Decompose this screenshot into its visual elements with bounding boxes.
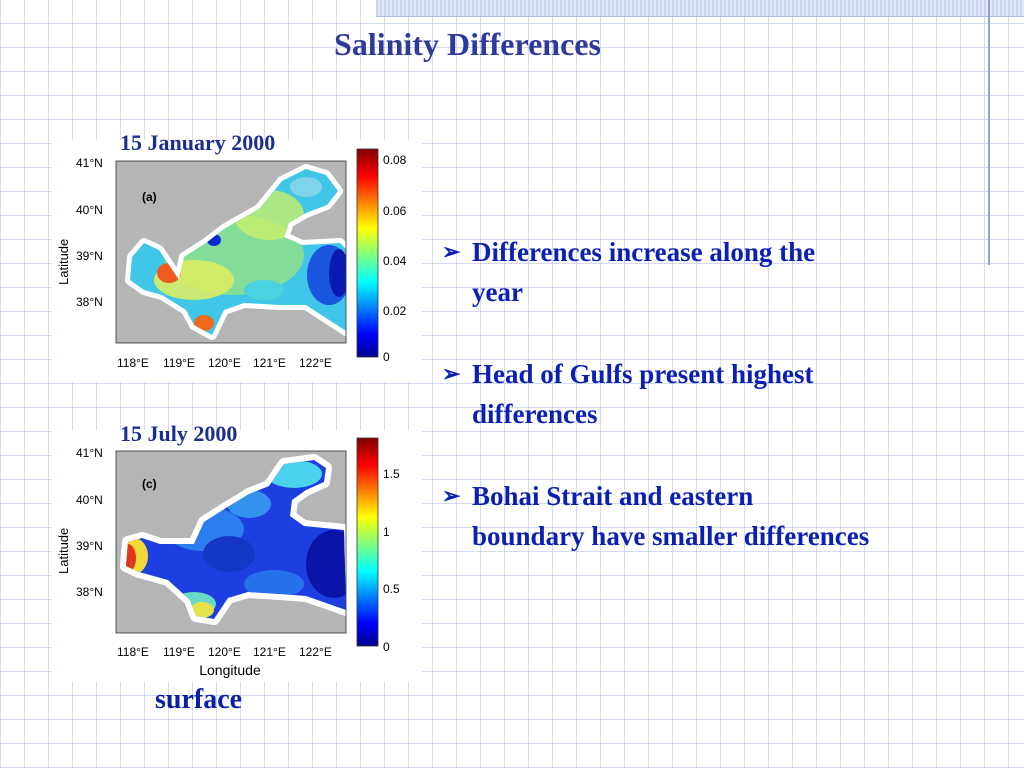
lon-tick: 122°E bbox=[299, 645, 332, 659]
bullet-item: ➢ Differences increase along the year bbox=[442, 232, 872, 312]
lat-ticks-c: 41°N 40°N 39°N 38°N bbox=[76, 446, 103, 599]
bullet-text: Bohai Strait and eastern boundary have s… bbox=[472, 481, 870, 551]
lat-tick: 41°N bbox=[76, 446, 103, 460]
lat-ticks-a: 41°N 40°N 39°N 38°N bbox=[76, 156, 103, 309]
decorative-top-band bbox=[376, 0, 1024, 17]
colorbar-tick: 0.5 bbox=[383, 582, 400, 596]
decorative-right-rule bbox=[988, 0, 990, 265]
lon-tick: 120°E bbox=[208, 356, 241, 370]
colorbar-tick: 0.04 bbox=[383, 254, 407, 268]
colorbar-ticks-a: 0.08 0.06 0.04 0.02 0 bbox=[383, 153, 407, 364]
lat-tick: 38°N bbox=[76, 585, 103, 599]
colorbar-tick: 1 bbox=[383, 525, 390, 539]
lon-tick: 119°E bbox=[163, 645, 195, 659]
lon-tick: 121°E bbox=[253, 356, 286, 370]
colorbar-tick: 0.02 bbox=[383, 304, 407, 318]
bullet-item: ➢ Head of Gulfs present highest differen… bbox=[442, 354, 872, 434]
y-axis-label-a: Latitude bbox=[56, 239, 71, 285]
colorbar-tick: 0 bbox=[383, 640, 390, 654]
colorbar-tick: 1.5 bbox=[383, 467, 400, 481]
x-axis-label-c: Longitude bbox=[199, 662, 261, 678]
lat-tick: 39°N bbox=[76, 249, 103, 263]
lon-tick: 119°E bbox=[163, 356, 195, 370]
panel-a-label: (a) bbox=[142, 190, 157, 204]
surface-label: surface bbox=[155, 684, 243, 715]
lon-tick: 122°E bbox=[299, 356, 332, 370]
map-frame-a bbox=[115, 160, 347, 344]
arrow-bullet-icon: ➢ bbox=[442, 483, 461, 508]
lon-tick: 118°E bbox=[117, 645, 149, 659]
colorbar-c bbox=[356, 437, 379, 647]
arrow-bullet-icon: ➢ bbox=[442, 239, 461, 264]
salinity-map-a: (a) 41°N 40°N 39°N 38°N Latitude 118°E 1… bbox=[56, 148, 407, 370]
colorbar-a bbox=[356, 148, 379, 358]
y-axis-label-c: Latitude bbox=[56, 528, 71, 574]
arrow-bullet-icon: ➢ bbox=[442, 361, 461, 386]
colorbar-tick: 0.08 bbox=[383, 153, 407, 167]
salinity-map-c: (c) 41°N 40°N 39°N 38°N Latitude 118°E 1… bbox=[56, 437, 400, 678]
colorbar-ticks-c: 1.5 1 0.5 0 bbox=[383, 467, 400, 654]
lon-ticks-a: 118°E 119°E 120°E 121°E 122°E bbox=[117, 356, 332, 370]
lat-tick: 40°N bbox=[76, 203, 103, 217]
lat-tick: 38°N bbox=[76, 295, 103, 309]
lat-tick: 41°N bbox=[76, 156, 103, 170]
bullet-list: ➢ Differences increase along the year ➢ … bbox=[442, 232, 872, 598]
lat-tick: 39°N bbox=[76, 539, 103, 553]
bullet-item: ➢ Bohai Strait and eastern boundary have… bbox=[442, 476, 872, 556]
colorbar-tick: 0.06 bbox=[383, 204, 407, 218]
lon-tick: 120°E bbox=[208, 645, 241, 659]
panel-c-label: (c) bbox=[142, 477, 157, 491]
colorbar-tick: 0 bbox=[383, 350, 390, 364]
lon-ticks-c: 118°E 119°E 120°E 121°E 122°E bbox=[117, 645, 332, 659]
lon-tick: 121°E bbox=[253, 645, 286, 659]
bullet-text: Differences increase along the year bbox=[472, 237, 816, 307]
slide-title: Salinity Differences bbox=[334, 26, 601, 62]
bullet-text: Head of Gulfs present highest difference… bbox=[472, 359, 814, 429]
map-frame-c bbox=[115, 450, 347, 634]
panel-c-heading: 15 July 2000 bbox=[120, 421, 238, 446]
lon-tick: 118°E bbox=[117, 356, 149, 370]
lat-tick: 40°N bbox=[76, 493, 103, 507]
panel-a-heading: 15 January 2000 bbox=[120, 130, 276, 155]
